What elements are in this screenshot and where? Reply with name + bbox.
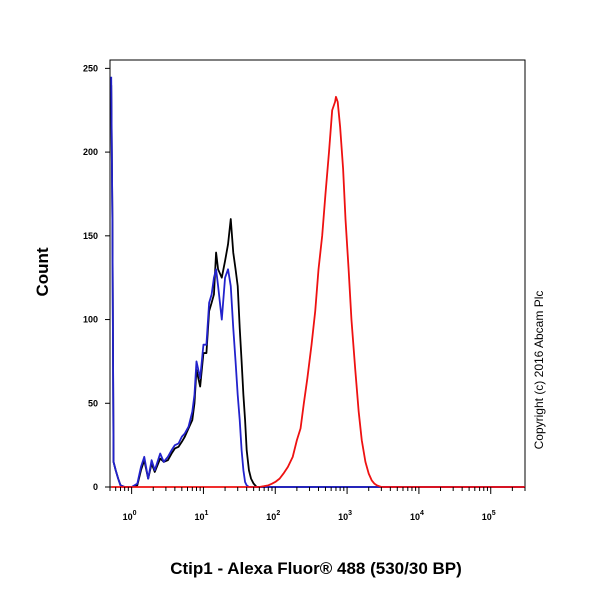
y-tick-label: 250 bbox=[83, 63, 98, 73]
y-axis-title: Count bbox=[33, 247, 52, 296]
x-tick-label: 102 bbox=[266, 510, 280, 522]
x-axis-title: Ctip1 - Alexa Fluor® 488 (530/30 BP) bbox=[170, 559, 462, 578]
x-tick-label: 100 bbox=[123, 510, 137, 522]
series-line-2 bbox=[111, 95, 525, 488]
x-tick-label: 105 bbox=[482, 510, 496, 522]
copyright-annotation: Copyright (c) 2016 Abcam Plc bbox=[532, 291, 546, 450]
y-tick-label: 150 bbox=[83, 231, 98, 241]
series-line-0 bbox=[110, 85, 525, 488]
series-line-1 bbox=[110, 76, 525, 488]
y-tick-label: 50 bbox=[88, 398, 98, 408]
x-axis: 100 101 102 103 104 105 bbox=[109, 487, 526, 522]
x-tick-label: 104 bbox=[410, 510, 424, 522]
x-tick-label: 101 bbox=[194, 510, 208, 522]
plot-area bbox=[109, 59, 526, 488]
y-tick-label: 200 bbox=[83, 147, 98, 157]
y-axis: 0 50 100 150 200 250 bbox=[83, 63, 110, 492]
y-tick-label: 0 bbox=[93, 482, 98, 492]
x-tick-label: 103 bbox=[338, 510, 352, 522]
y-tick-label: 100 bbox=[83, 315, 98, 325]
